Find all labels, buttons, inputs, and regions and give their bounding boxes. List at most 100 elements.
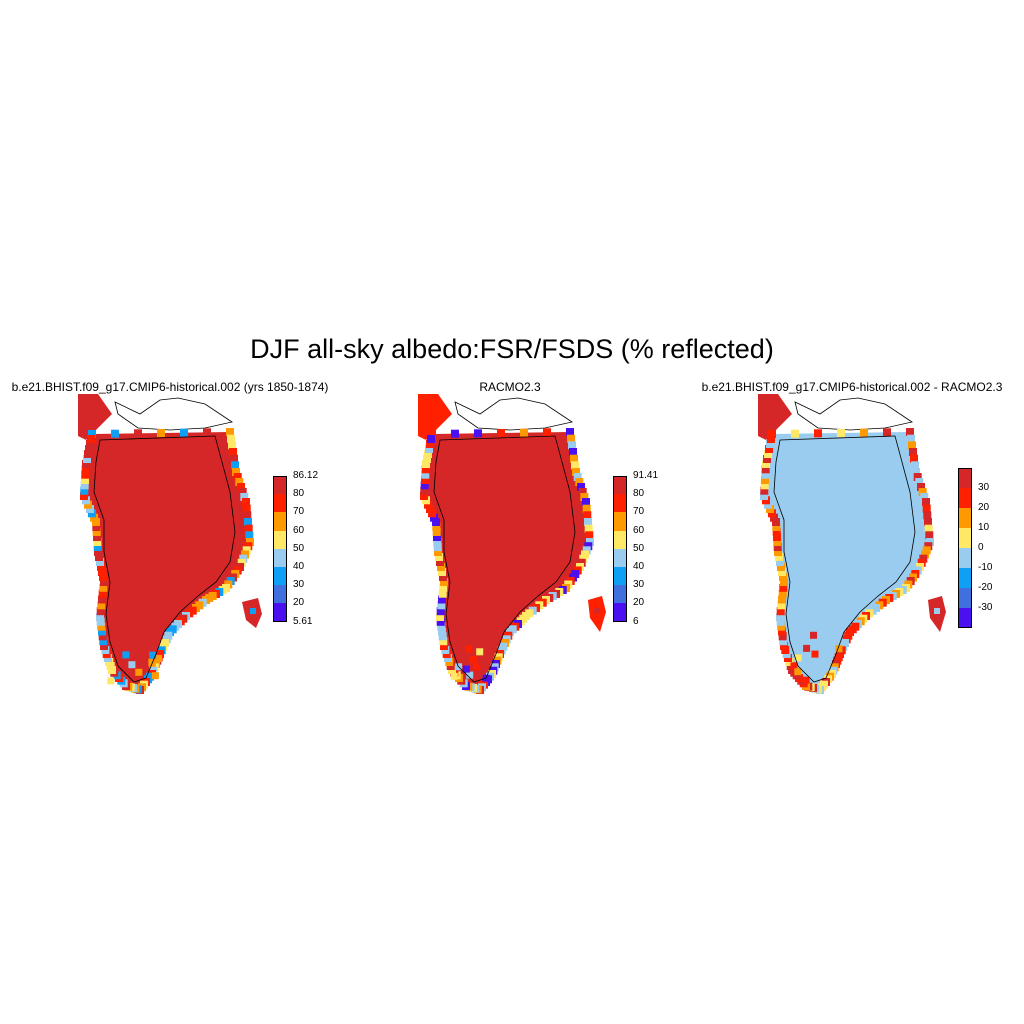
margin-cell bbox=[94, 548, 102, 556]
margin-cell bbox=[96, 617, 105, 626]
colorbar-tick-label: 50 bbox=[633, 542, 645, 554]
margin-cell bbox=[473, 663, 481, 671]
margin-cell bbox=[437, 563, 445, 571]
margin-cell bbox=[773, 538, 782, 546]
margin-cell bbox=[578, 488, 587, 496]
margin-cell bbox=[86, 505, 94, 513]
margin-cell bbox=[135, 668, 143, 676]
margin-cell bbox=[773, 533, 781, 541]
margin-cell bbox=[80, 481, 89, 490]
margin-cell bbox=[242, 546, 251, 555]
margin-cell bbox=[466, 671, 474, 679]
margin-cell bbox=[82, 496, 90, 505]
colorbar-tick-label: 91.41 bbox=[633, 470, 659, 481]
margin-cell bbox=[572, 468, 580, 476]
margin-cell bbox=[583, 511, 592, 520]
greenland-coastline bbox=[93, 435, 236, 683]
margin-cell bbox=[100, 578, 108, 586]
margin-cell bbox=[243, 511, 252, 520]
margin-cell bbox=[778, 568, 786, 576]
margin-cell bbox=[770, 513, 778, 522]
margin-cell bbox=[432, 528, 441, 536]
margin-cell bbox=[129, 644, 137, 652]
margin-cell bbox=[582, 546, 591, 555]
margin-cell bbox=[924, 518, 932, 526]
map-greenland-difference bbox=[758, 394, 946, 694]
margin-cell bbox=[433, 533, 441, 541]
margin-cell bbox=[779, 573, 787, 581]
margin-cell bbox=[474, 429, 482, 438]
margin-cell bbox=[777, 563, 785, 571]
margin-cell bbox=[99, 573, 107, 581]
margin-cell bbox=[157, 429, 165, 437]
map-greenland-model bbox=[78, 394, 262, 694]
margin-cell bbox=[425, 445, 433, 453]
margin-cell bbox=[768, 430, 776, 438]
colorbar-tick-label: 6 bbox=[633, 615, 639, 627]
margin-cell bbox=[775, 553, 783, 561]
margin-cell bbox=[86, 440, 94, 448]
colorbar-tick-label: 10 bbox=[978, 522, 990, 533]
canada-coastline bbox=[794, 397, 914, 431]
margin-cell bbox=[233, 473, 242, 481]
margin-cell bbox=[96, 607, 105, 616]
margin-cell bbox=[910, 454, 918, 463]
margin-cell bbox=[780, 642, 788, 650]
margin-cell bbox=[97, 601, 106, 610]
margin-cell bbox=[436, 613, 444, 621]
margin-cell bbox=[432, 518, 440, 526]
margin-cell bbox=[767, 435, 775, 443]
margin-cell bbox=[779, 637, 788, 646]
margin-cell bbox=[107, 677, 115, 685]
margin-cell bbox=[580, 493, 589, 501]
margin-cell bbox=[778, 589, 787, 598]
colorbar-tick-label: 30 bbox=[633, 579, 645, 591]
margin-cell bbox=[87, 435, 95, 443]
margin-cell bbox=[790, 662, 798, 670]
margin-cell bbox=[908, 441, 916, 450]
ellesmere-island-cells bbox=[418, 394, 452, 440]
margin-cell bbox=[778, 627, 786, 636]
panel-title: b.e21.BHIST.f09_g17.CMIP6-historical.002… bbox=[701, 380, 1003, 394]
margin-cell bbox=[566, 428, 574, 436]
margin-cell bbox=[577, 483, 585, 491]
margin-cell bbox=[779, 583, 788, 592]
margin-cell bbox=[99, 637, 108, 646]
margin-cell bbox=[766, 505, 774, 513]
margin-cell bbox=[239, 554, 248, 563]
margin-cell bbox=[761, 476, 769, 484]
margin-cell bbox=[422, 496, 430, 505]
margin-cell bbox=[421, 470, 430, 479]
margin-cell bbox=[111, 429, 119, 438]
colorbar-tick-label: 60 bbox=[633, 524, 645, 536]
margin-cell bbox=[93, 543, 102, 551]
margin-cell bbox=[229, 448, 237, 456]
margin-cell bbox=[420, 481, 429, 490]
margin-cell bbox=[764, 450, 772, 458]
figure-title: DJF all-sky albedo:FSR/FSDS (% reflected… bbox=[250, 334, 774, 364]
margin-cell bbox=[420, 492, 428, 500]
margin-cell bbox=[241, 550, 249, 559]
margin-cell bbox=[810, 631, 817, 639]
margin-cell bbox=[584, 542, 593, 551]
greenland-coastline bbox=[433, 435, 576, 683]
canada-coastline bbox=[454, 397, 574, 431]
margin-cell bbox=[424, 450, 432, 458]
margin-cell bbox=[80, 492, 88, 500]
margin-cell bbox=[430, 513, 438, 522]
margin-cell bbox=[805, 671, 813, 679]
margin-cell bbox=[570, 454, 578, 463]
margin-cell bbox=[80, 486, 89, 495]
colorbar-tick-label: 80 bbox=[633, 488, 645, 500]
margin-cell bbox=[911, 461, 919, 470]
margin-cell bbox=[100, 642, 108, 650]
margin-cell bbox=[428, 509, 436, 518]
margin-cell bbox=[777, 601, 786, 610]
colorbar-tick-label: -10 bbox=[978, 562, 993, 573]
margin-cell bbox=[436, 617, 445, 626]
margin-cell bbox=[476, 648, 484, 656]
margin-cell bbox=[436, 558, 444, 566]
margin-cell bbox=[765, 445, 773, 453]
margin-cell bbox=[439, 583, 448, 592]
margin-cell bbox=[421, 476, 429, 484]
